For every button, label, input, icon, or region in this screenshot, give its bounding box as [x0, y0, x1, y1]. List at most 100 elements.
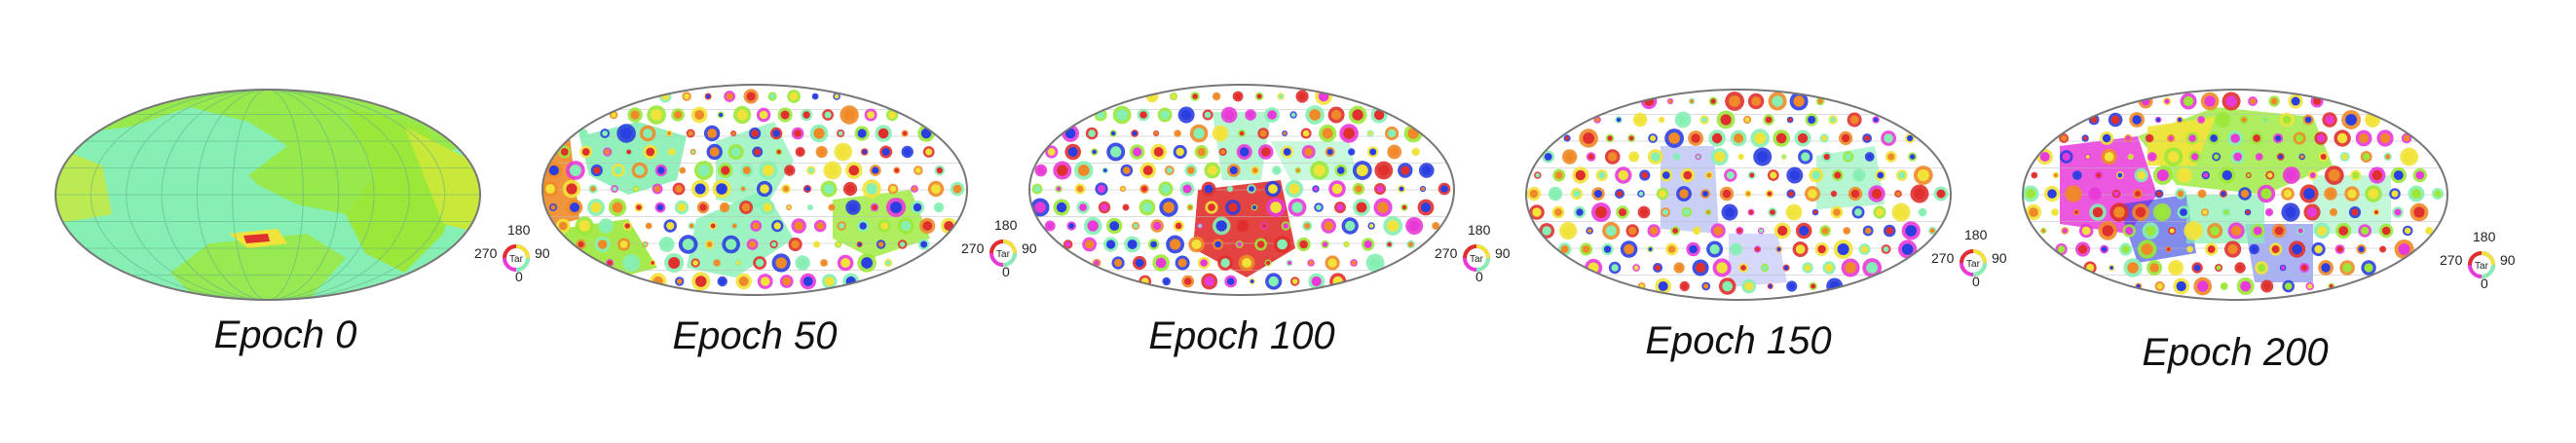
legend-label-180: 180: [1468, 222, 1491, 238]
orientation-dot-core: [2275, 135, 2282, 141]
orientation-dot-core: [1270, 202, 1282, 213]
orientation-dot-core: [1576, 208, 1584, 216]
orientation-dot-core: [827, 165, 839, 176]
orientation-dot-core: [772, 129, 780, 137]
orientation-dot-core: [1268, 276, 1279, 287]
legend-center-label: Tar: [509, 254, 524, 265]
orientation-dot-core: [1582, 245, 1590, 253]
graticule-meridian: [161, 90, 375, 300]
orientation-dot-core: [2132, 115, 2142, 125]
orientation-dot-core: [1259, 129, 1267, 137]
orientation-dot-core: [2148, 154, 2155, 160]
orientation-dot-core: [597, 240, 608, 249]
orientation-dot-core: [1767, 191, 1773, 197]
orientation-dot-core: [1562, 225, 1574, 237]
orientation-dot-core: [814, 241, 819, 247]
orientation-dot-core: [877, 241, 884, 247]
orientation-dot-core: [2274, 226, 2284, 236]
orientation-dot-core: [738, 277, 749, 286]
orientation-dot-core: [1841, 133, 1850, 143]
panel-caption: Epoch 200: [2142, 331, 2329, 374]
orientation-dot-core: [2135, 206, 2147, 218]
graticule-meridian: [126, 90, 410, 300]
orientation-dot-core: [1344, 242, 1349, 246]
orientation-dot-core: [1781, 155, 1786, 159]
orientation-dot-core: [1256, 93, 1262, 99]
orientation-dot-core: [656, 203, 664, 211]
orientation-dot-core: [1714, 151, 1726, 163]
orientation-dot-core: [2176, 280, 2186, 292]
orientation-dot-core: [2061, 135, 2068, 141]
legend-label-270: 270: [1435, 245, 1458, 261]
orientation-dot-core: [647, 224, 652, 228]
orientation-dot-core: [1651, 152, 1661, 162]
orientation-dot-core: [1135, 258, 1144, 268]
orientation-dot-core: [2156, 206, 2168, 218]
orientation-dot-core: [2285, 206, 2296, 218]
mollweide-map: [2022, 89, 2448, 301]
orientation-dot-core: [2380, 132, 2391, 144]
orientation-dot-core: [1213, 93, 1219, 99]
orientation-dot-core: [816, 222, 824, 230]
legend-label-90: 90: [1992, 250, 2007, 266]
orientation-dot-core: [611, 112, 616, 118]
orientation-dot-core: [1085, 240, 1094, 249]
orientation-dot-core: [872, 166, 879, 174]
orientation-dot-core: [1239, 222, 1247, 230]
orientation-dot-core: [1628, 227, 1637, 235]
orientation-dot-core: [1713, 226, 1723, 236]
orientation-dot-core: [1788, 118, 1793, 122]
orientation-dot-core: [1849, 115, 1859, 125]
orientation-dot-core: [634, 187, 638, 191]
orientation-dot-core: [2029, 207, 2038, 217]
orientation-dot-core: [1755, 246, 1760, 252]
orientation-dot-core: [2410, 188, 2422, 200]
orientation-dot-core: [2251, 245, 2258, 253]
orientation-dot-core: [1291, 278, 1298, 284]
orientation-dot-core: [825, 277, 835, 286]
orientation-dot-core: [643, 129, 653, 138]
orientation-dot-core: [1234, 92, 1242, 100]
orientation-dot-core: [1883, 246, 1889, 252]
orientation-dot-core: [1422, 166, 1432, 175]
orientation-dot-core: [1363, 240, 1372, 248]
orientation-dot-core: [2338, 226, 2349, 236]
orientation-dot-core: [1770, 209, 1775, 215]
orientation-dot-core: [1821, 135, 1827, 141]
orientation-dot-core: [839, 223, 845, 229]
orientation-dot-core: [787, 205, 791, 209]
orientation-dot-core: [2246, 210, 2250, 214]
orientation-dot-core: [1611, 264, 1619, 272]
orientation-dot-core: [1722, 189, 1732, 199]
orientation-dot-core: [1153, 221, 1162, 231]
orientation-dot-core: [1326, 149, 1333, 155]
orientation-dot-core: [1662, 209, 1668, 215]
legend-center-label: Tar: [1470, 254, 1484, 265]
orientation-dot-core: [2073, 172, 2080, 178]
orientation-dot-core: [570, 203, 579, 212]
orientation-dot-core: [612, 202, 623, 213]
orientation-dot-core: [1866, 154, 1873, 160]
orientation-dot-core: [2221, 191, 2226, 197]
orientation-dot-core: [2102, 225, 2113, 237]
orientation-dot-core: [2329, 284, 2333, 288]
orientation-dot-core: [1433, 223, 1438, 229]
orientation-dot-core: [2359, 133, 2370, 143]
orientation-dot-core: [653, 185, 661, 193]
orientation-dot-core: [794, 129, 802, 137]
orientation-dot-core: [2202, 209, 2208, 215]
orientation-dot-core: [1866, 262, 1878, 274]
orientation-dot-core: [935, 203, 943, 211]
orientation-dot-core: [823, 183, 835, 195]
orientation-dot-core: [2270, 97, 2278, 105]
orientation-dot-core: [731, 223, 737, 229]
orientation-dot-core: [2336, 246, 2343, 252]
orientation-dot-core: [667, 131, 671, 135]
orientation-dot-core: [901, 220, 912, 232]
orientation-dot-core: [2146, 225, 2156, 237]
orientation-dot-core: [1694, 228, 1699, 234]
orientation-dot-core: [2247, 173, 2251, 177]
orientation-dot-core: [1696, 155, 1700, 159]
orientation-dot-core: [1833, 208, 1841, 216]
orientation-dot-core: [1648, 247, 1653, 251]
